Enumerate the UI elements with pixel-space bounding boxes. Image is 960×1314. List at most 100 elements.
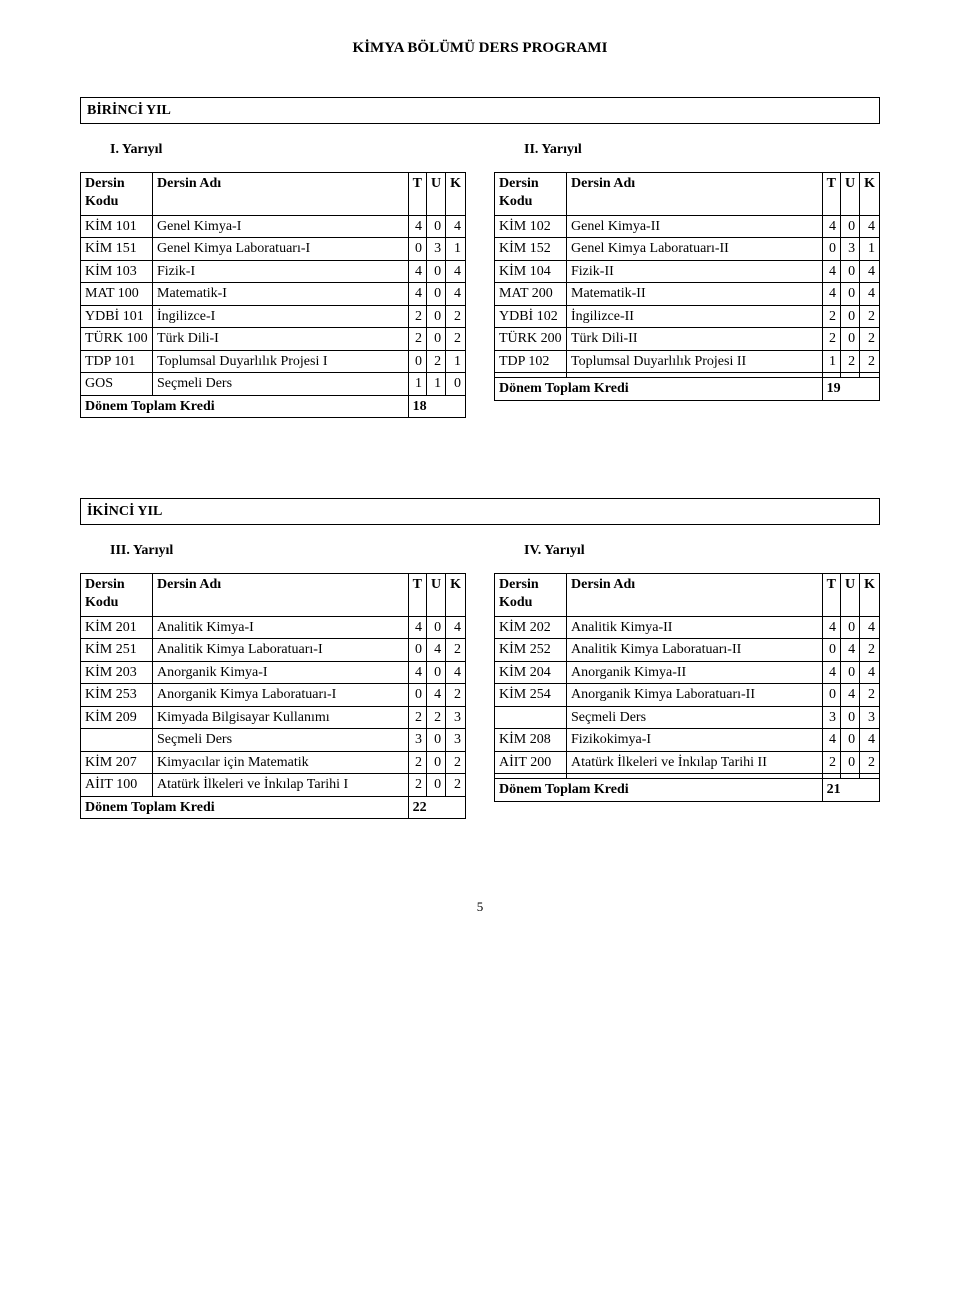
- cell-u: 0: [840, 305, 859, 328]
- cell-u: 0: [426, 215, 445, 238]
- course-table: Dersin KoduDersin AdıTUKKİM 102Genel Kim…: [494, 172, 880, 401]
- table-row: KİM 208Fizikokimya-I404: [495, 729, 880, 752]
- semester-title: II. Yarıyıl: [494, 142, 880, 158]
- cell-t: 3: [822, 706, 840, 729]
- cell-code: KİM 252: [495, 639, 567, 662]
- header-name: Dersin Adı: [153, 173, 409, 213]
- cell-t: 0: [408, 684, 426, 707]
- total-label: Dönem Toplam Kredi: [81, 796, 409, 819]
- header-k: K: [446, 574, 466, 614]
- cell-t: 2: [408, 706, 426, 729]
- cell-code: YDBİ 101: [81, 305, 153, 328]
- cell-t: 3: [408, 729, 426, 752]
- cell-t: 4: [822, 616, 840, 639]
- cell-t: 4: [408, 616, 426, 639]
- cell-k: 3: [860, 706, 880, 729]
- cell-code: AİIT 100: [81, 774, 153, 797]
- table-row: TÜRK 100Türk Dili-I202: [81, 328, 466, 351]
- cell-name: Analitik Kimya-II: [567, 616, 823, 639]
- cell-u: 0: [426, 305, 445, 328]
- cell-u: 4: [840, 684, 859, 707]
- cell-t: 2: [408, 774, 426, 797]
- cell-t: 2: [822, 305, 840, 328]
- cell-name: Toplumsal Duyarlılık Projesi II: [567, 350, 823, 373]
- cell-t: 4: [408, 283, 426, 306]
- table-row: KİM 253Anorganik Kimya Laboratuarı-I042: [81, 684, 466, 707]
- cell-code: KİM 204: [495, 661, 567, 684]
- cell-t: 4: [408, 215, 426, 238]
- header-t: T: [408, 173, 426, 213]
- cell-k: 4: [446, 283, 466, 306]
- header-name: Dersin Adı: [567, 173, 823, 213]
- table-row: KİM 201Analitik Kimya-I404: [81, 616, 466, 639]
- cell-t: 4: [822, 283, 840, 306]
- year-label: BİRİNCİ YIL: [80, 97, 880, 124]
- table-row: Seçmeli Ders303: [495, 706, 880, 729]
- cell-t: 2: [408, 751, 426, 774]
- header-name: Dersin Adı: [153, 574, 409, 614]
- cell-k: 1: [446, 350, 466, 373]
- cell-name: Anorganik Kimya Laboratuarı-I: [153, 684, 409, 707]
- total-label: Dönem Toplam Kredi: [495, 779, 823, 802]
- table-row: TDP 102Toplumsal Duyarlılık Projesi II12…: [495, 350, 880, 373]
- cell-u: 0: [840, 328, 859, 351]
- cell-name: Türk Dili-II: [567, 328, 823, 351]
- cell-k: 4: [860, 729, 880, 752]
- cell-t: 1: [822, 350, 840, 373]
- cell-code: TÜRK 100: [81, 328, 153, 351]
- table-row: AİIT 200Atatürk İlkeleri ve İnkılap Tari…: [495, 751, 880, 774]
- page-title: KİMYA BÖLÜMÜ DERS PROGRAMI: [80, 40, 880, 57]
- total-row: Dönem Toplam Kredi22: [81, 796, 466, 819]
- cell-code: TDP 102: [495, 350, 567, 373]
- header-u: U: [426, 574, 445, 614]
- table-row: YDBİ 101İngilizce-I202: [81, 305, 466, 328]
- cell-t: 4: [822, 729, 840, 752]
- cell-u: 0: [426, 729, 445, 752]
- table-row: TDP 101Toplumsal Duyarlılık Projesi I021: [81, 350, 466, 373]
- cell-name: Kimyada Bilgisayar Kullanımı: [153, 706, 409, 729]
- cell-name: Fizik-II: [567, 260, 823, 283]
- cell-k: 4: [860, 661, 880, 684]
- cell-code: KİM 201: [81, 616, 153, 639]
- cell-u: 0: [840, 706, 859, 729]
- semesters-row: I. YarıyılDersin KoduDersin AdıTUKKİM 10…: [80, 142, 880, 418]
- table-row: AİIT 100Atatürk İlkeleri ve İnkılap Tari…: [81, 774, 466, 797]
- cell-u: 0: [840, 751, 859, 774]
- table-row: KİM 207Kimyacılar için Matematik202: [81, 751, 466, 774]
- table-row: GOSSeçmeli Ders110: [81, 373, 466, 396]
- cell-k: 4: [446, 215, 466, 238]
- total-value: 22: [408, 796, 465, 819]
- cell-u: 0: [426, 774, 445, 797]
- cell-code: KİM 104: [495, 260, 567, 283]
- cell-k: 3: [446, 706, 466, 729]
- cell-t: 4: [822, 260, 840, 283]
- cell-code: KİM 152: [495, 238, 567, 261]
- table-row: KİM 203Anorganik Kimya-I404: [81, 661, 466, 684]
- header-t: T: [822, 574, 840, 614]
- cell-u: 2: [426, 706, 445, 729]
- course-table: Dersin KoduDersin AdıTUKKİM 101Genel Kim…: [80, 172, 466, 418]
- cell-t: 0: [408, 238, 426, 261]
- table-row: KİM 251Analitik Kimya Laboratuarı-I042: [81, 639, 466, 662]
- page-number: 5: [80, 899, 880, 915]
- table-row: MAT 100Matematik-I404: [81, 283, 466, 306]
- cell-t: 2: [822, 751, 840, 774]
- cell-name: Atatürk İlkeleri ve İnkılap Tarihi II: [567, 751, 823, 774]
- cell-code: KİM 207: [81, 751, 153, 774]
- cell-name: Atatürk İlkeleri ve İnkılap Tarihi I: [153, 774, 409, 797]
- header-k: K: [860, 574, 880, 614]
- cell-code: MAT 200: [495, 283, 567, 306]
- cell-k: 4: [860, 616, 880, 639]
- cell-t: 0: [822, 238, 840, 261]
- cell-name: Seçmeli Ders: [153, 729, 409, 752]
- cell-u: 1: [426, 373, 445, 396]
- header-u: U: [426, 173, 445, 213]
- cell-k: 2: [860, 684, 880, 707]
- cell-k: 3: [446, 729, 466, 752]
- total-row: Dönem Toplam Kredi19: [495, 378, 880, 401]
- table-row: KİM 209Kimyada Bilgisayar Kullanımı223: [81, 706, 466, 729]
- cell-name: Anorganik Kimya-II: [567, 661, 823, 684]
- cell-u: 2: [840, 350, 859, 373]
- cell-u: 0: [426, 751, 445, 774]
- cell-u: 4: [426, 639, 445, 662]
